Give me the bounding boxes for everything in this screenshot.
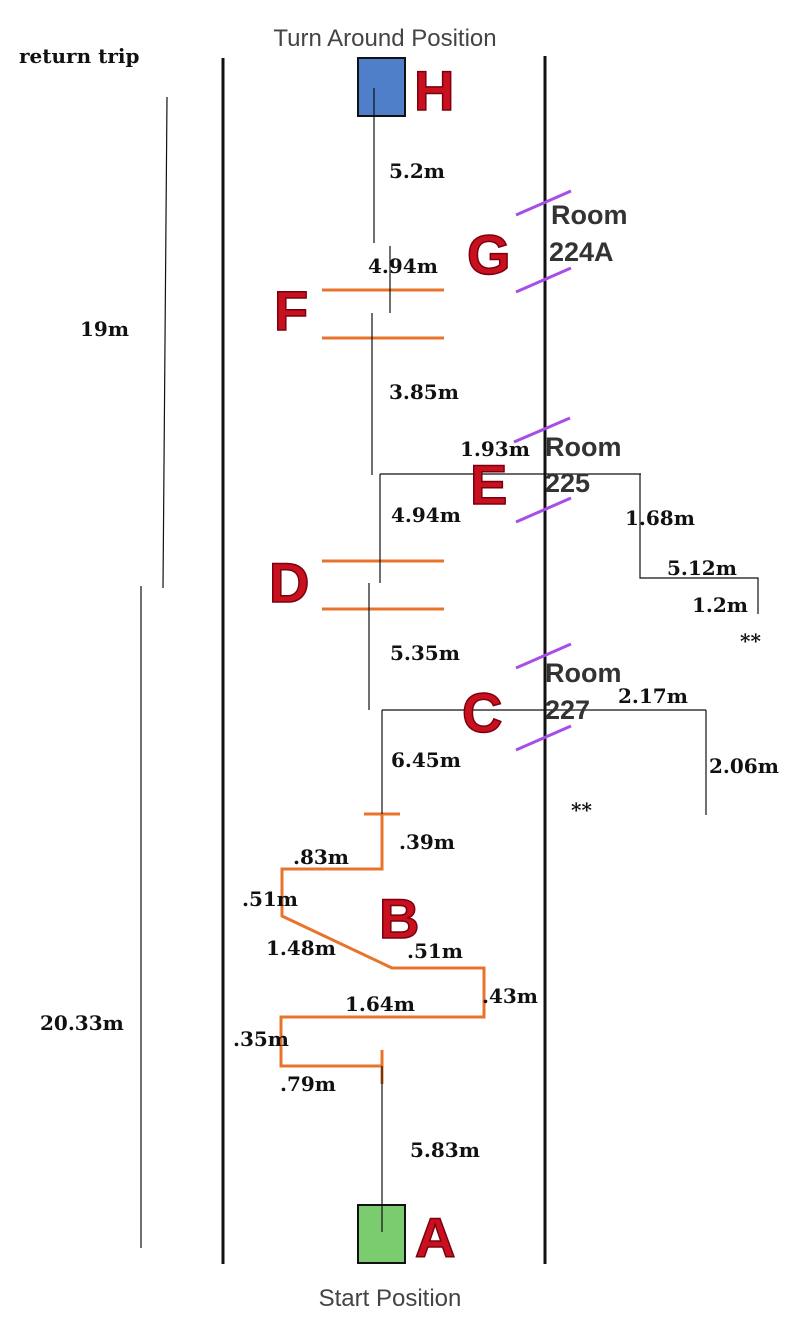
meas-b-148: 1.48m — [266, 936, 336, 960]
station-d: D — [269, 551, 309, 614]
station-b: B — [379, 887, 419, 950]
meas-b-51a: .51m — [242, 887, 298, 911]
door-224a-top — [515, 189, 572, 217]
meas-b-to-a: 5.83m — [410, 1138, 480, 1162]
return-total-label: 19m — [80, 317, 129, 341]
marker-e: ** — [740, 629, 761, 653]
door-224a-bottom — [515, 266, 572, 294]
meas-e-side-across: 5.12m — [667, 556, 737, 580]
station-h: H — [414, 59, 454, 122]
doors — [513, 189, 572, 752]
room-225-line1: Room — [545, 432, 622, 462]
meas-e-side-drop: 1.68m — [625, 506, 695, 530]
room-224a-line2: 224A — [549, 237, 614, 267]
meas-c-to-b: 6.45m — [391, 748, 461, 772]
weave-path-b — [279, 814, 486, 1068]
meas-b-164: 1.64m — [345, 992, 415, 1016]
meas-b-83: .83m — [293, 845, 349, 869]
meas-c-side-across: 2.17m — [618, 684, 688, 708]
start-label: Start Position — [319, 1285, 462, 1312]
meas-b-79: .79m — [280, 1072, 336, 1096]
meas-d-to-c: 5.35m — [390, 641, 460, 665]
return-trip-label: return trip — [19, 44, 139, 68]
path-lines — [368, 88, 759, 1230]
marker-c: ** — [571, 798, 592, 822]
door-227-top — [515, 642, 572, 670]
meas-e-side-end: 1.2m — [692, 593, 748, 617]
meas-c-side-drop: 2.06m — [709, 754, 779, 778]
meas-h-to-g: 5.2m — [389, 159, 445, 183]
room-227-line2: 227 — [545, 695, 590, 725]
return-trip-line — [162, 96, 168, 589]
meas-e-to-d: 4.94m — [391, 503, 461, 527]
meas-b-43: .43m — [482, 984, 538, 1008]
meas-b-51b: .51m — [407, 939, 463, 963]
station-f: F — [274, 279, 308, 342]
meas-e-offset: 1.93m — [460, 437, 530, 461]
station-e: E — [470, 453, 507, 516]
meas-b-35: .35m — [233, 1027, 289, 1051]
station-g: G — [467, 223, 511, 286]
door-225-bottom — [515, 496, 572, 524]
door-227-bottom — [515, 724, 572, 752]
outbound-total-label: 20.33m — [40, 1011, 124, 1035]
meas-b-39: .39m — [399, 830, 455, 854]
station-a: A — [415, 1206, 455, 1269]
meas-g-to-f: 4.94m — [368, 254, 438, 278]
meas-f-to-e: 3.85m — [389, 380, 459, 404]
room-224a-line1: Room — [551, 200, 628, 230]
turn-around-label: Turn Around Position — [273, 25, 496, 52]
obstacles — [322, 288, 444, 611]
room-225-line2: 225 — [545, 468, 590, 498]
door-225-top — [513, 416, 571, 444]
turn-around-square — [357, 57, 406, 117]
room-227-line1: Room — [545, 658, 622, 688]
station-c: C — [462, 681, 502, 744]
